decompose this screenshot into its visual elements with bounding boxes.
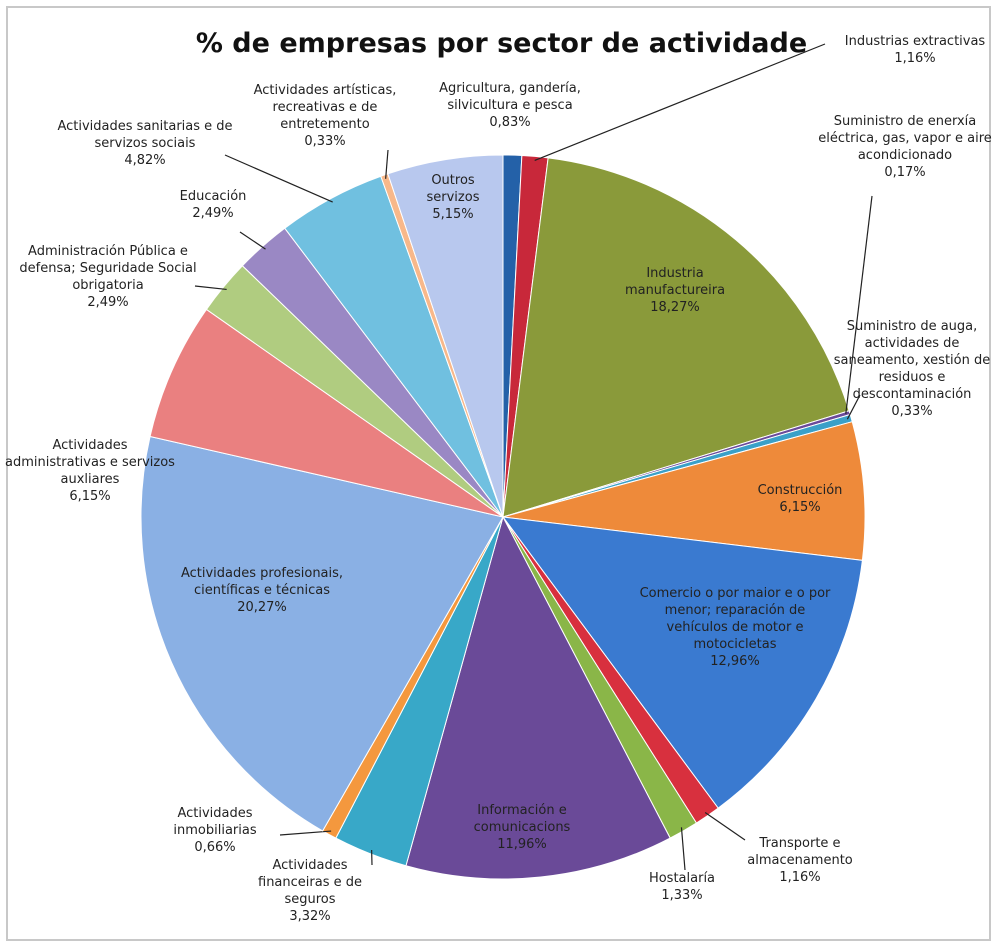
leader-line <box>239 231 266 250</box>
pie-slice <box>502 157 850 518</box>
category-label: Hostalaría <box>648 871 716 886</box>
category-label: Administración Pública e defensa; Seguri… <box>19 244 197 293</box>
value-label: 4,82% <box>124 153 166 168</box>
value-label: 20,27% <box>237 600 287 615</box>
pie-slice <box>140 435 504 832</box>
leader-line <box>680 827 686 871</box>
category-label: Actividades administrativas e servizos a… <box>5 438 175 487</box>
leader-line <box>224 154 333 203</box>
category-label: Suministro de enerxía eléctrica, gas, va… <box>818 114 992 163</box>
slice-label: Actividades inmobiliarias 0,66% <box>150 805 280 856</box>
slice-label: Industrias extractivas 1,16% <box>825 33 1003 67</box>
slice-label: Actividades sanitarias e de servizos soc… <box>50 118 240 169</box>
value-label: 18,27% <box>650 300 700 315</box>
slice-label: Industria manufactureira 18,27% <box>600 265 750 316</box>
category-label: Educación <box>179 189 247 204</box>
leader-line <box>704 811 746 841</box>
slice-label: Información e comunicacions 11,96% <box>447 802 597 853</box>
leader-line <box>845 195 873 414</box>
category-label: Actividades inmobiliarias <box>173 806 257 838</box>
value-label: 0,17% <box>884 165 926 180</box>
leader-line <box>846 394 861 420</box>
slice-label: Educación 2,49% <box>163 188 263 222</box>
chart-title: % de empresas por sector de actividade <box>195 28 808 59</box>
category-label: Agricultura, gandería, silvicultura e pe… <box>439 81 581 113</box>
pie-slice <box>405 515 671 880</box>
pie-slice <box>387 154 504 518</box>
value-label: 5,15% <box>432 207 474 222</box>
slice-label: Actividades profesionais, científicas e … <box>172 565 352 616</box>
value-label: 1,33% <box>661 888 703 903</box>
value-label: 2,49% <box>192 206 234 221</box>
value-label: 6,15% <box>69 489 111 504</box>
slice-label: Administración Pública e defensa; Seguri… <box>6 243 211 311</box>
category-label: Información e comunicacions <box>473 803 571 835</box>
value-label: 12,96% <box>710 654 760 669</box>
slice-label: Comercio o por maior e o por menor; repa… <box>635 585 835 670</box>
category-label: Outros servizos <box>426 173 480 205</box>
value-label: 1,16% <box>894 51 936 66</box>
category-label: Suministro de auga, actividades de sanea… <box>833 319 991 402</box>
slice-label: Outros servizos 5,15% <box>408 172 498 223</box>
slice-label: Actividades administrativas e servizos a… <box>5 437 175 505</box>
value-label: 0,66% <box>194 840 236 855</box>
category-label: Actividades sanitarias e de servizos soc… <box>57 119 233 151</box>
value-label: 11,96% <box>497 837 547 852</box>
pie-slice <box>149 308 504 518</box>
leader-line <box>385 149 389 179</box>
slice-label: Hostalaría 1,33% <box>632 870 732 904</box>
leader-line <box>534 43 826 161</box>
value-label: 2,49% <box>87 295 129 310</box>
pie-slice <box>501 516 863 809</box>
slice-label: Actividades financeiras e de seguros 3,32… <box>235 857 385 925</box>
category-label: Industria manufactureira <box>624 266 726 298</box>
slice-label: Suministro de auga, actividades de sanea… <box>825 318 1000 420</box>
leader-line <box>194 285 227 291</box>
slice-label: Suministro de enerxía eléctrica, gas, va… <box>815 113 995 181</box>
pie-slice <box>502 421 866 561</box>
value-label: 0,33% <box>304 134 346 149</box>
value-label: 6,15% <box>779 500 821 515</box>
category-label: Actividades profesionais, científicas e … <box>180 566 344 598</box>
category-label: Actividades financeiras e de seguros <box>258 858 362 907</box>
slice-label: Actividades artísticas, recreativas e de… <box>238 82 413 150</box>
category-label: Comercio o por maior e o por menor; repa… <box>639 586 831 652</box>
slice-label: Transporte e almacenamento 1,16% <box>735 835 865 886</box>
value-label: 3,32% <box>289 909 331 924</box>
slice-label: Construcción 6,15% <box>725 482 875 516</box>
category-label: Industrias extractivas <box>844 34 986 49</box>
category-label: Transporte e almacenamento <box>747 836 853 868</box>
category-label: Construcción <box>757 483 843 498</box>
category-label: Actividades artísticas, recreativas e de… <box>253 83 397 132</box>
slice-label: Agricultura, gandería, silvicultura e pe… <box>415 80 605 131</box>
value-label: 0,33% <box>891 404 933 419</box>
value-label: 1,16% <box>779 870 821 885</box>
leader-line <box>279 830 332 836</box>
frame <box>6 6 991 941</box>
value-label: 0,83% <box>489 115 531 130</box>
